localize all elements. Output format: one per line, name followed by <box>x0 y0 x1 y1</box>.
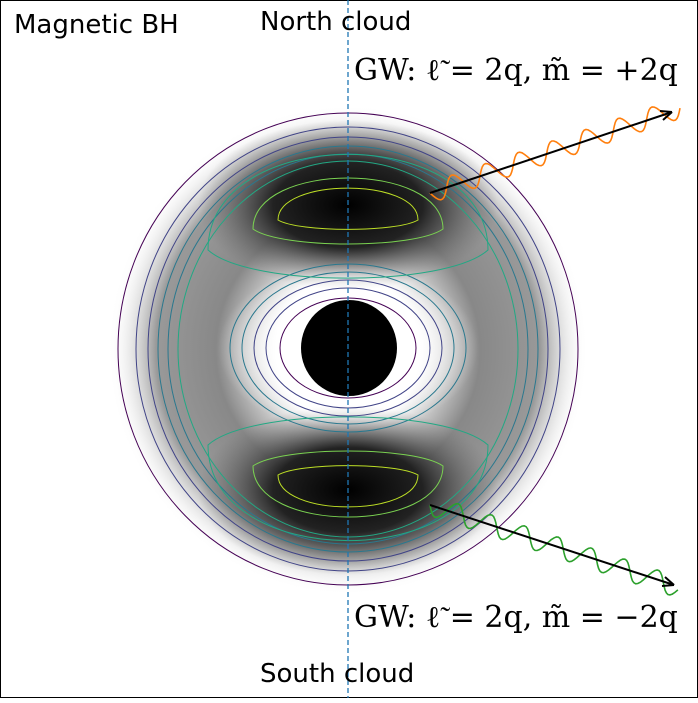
north-lobe-contour <box>207 153 489 279</box>
north-gw-arrow <box>429 111 673 194</box>
south-cloud-label: South cloud <box>260 659 414 689</box>
south-arrowhead-icon <box>661 576 675 587</box>
south-gw-arrow <box>429 504 675 586</box>
south-lobe-contour <box>252 450 444 518</box>
south-gw-wave <box>429 502 679 596</box>
north-lobe-contour <box>252 177 444 245</box>
north-gw-label: GW: ℓ̃ = 2q, m̃ = +2q <box>354 53 678 88</box>
magnetic-bh-label: Magnetic BH <box>14 10 179 40</box>
south-lobe-contour <box>277 465 419 508</box>
north-lobe-contour <box>277 187 419 230</box>
black-hole <box>301 300 397 396</box>
south-gw-label: GW: ℓ̃ = 2q, m̃ = −2q <box>354 600 678 635</box>
north-cloud-label: North cloud <box>260 7 411 37</box>
south-lobe-contour <box>207 416 489 542</box>
north-gw-wave <box>429 106 681 201</box>
north-arrowhead-icon <box>659 110 673 121</box>
corner-label-bg <box>8 6 218 40</box>
